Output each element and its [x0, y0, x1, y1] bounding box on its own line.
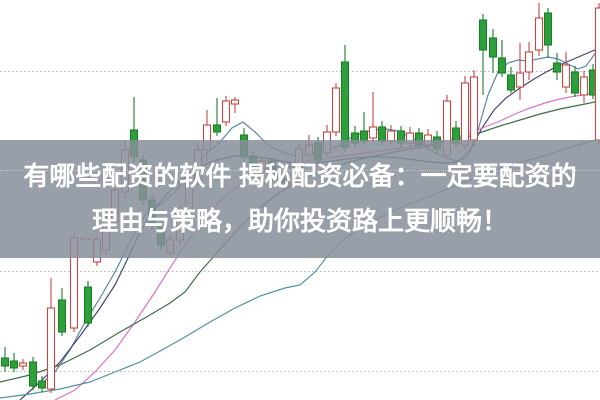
candle-body-down	[212, 124, 222, 133]
candle-body-down	[478, 19, 488, 51]
candle-body-up	[561, 64, 571, 88]
candle-body-down	[28, 361, 38, 387]
candle-body-down	[377, 126, 387, 142]
candle-body-up	[46, 307, 56, 390]
candle-body-up	[534, 17, 544, 51]
candle-body-down	[497, 57, 507, 74]
candle-body-up	[18, 362, 28, 367]
candle-body-up	[331, 87, 341, 133]
candle-body-down	[543, 12, 553, 46]
headline-line-1: 有哪些配资的软件 揭秘配资必备：一定要配资的	[23, 161, 577, 191]
candle-body-up	[221, 100, 231, 123]
headline-overlay: 有哪些配资的软件 揭秘配资必备：一定要配资的 理由与策略，助你投资路上更顺畅！	[0, 140, 600, 258]
candle-body-down	[0, 357, 10, 367]
candle-body-down	[552, 62, 562, 73]
candle-body-up	[469, 76, 479, 141]
candle-body-down	[488, 37, 498, 58]
headline-line-2: 理由与策略，助你投资路上更顺畅！	[91, 206, 508, 236]
candle-body-down	[340, 61, 350, 148]
candle-body-up	[579, 76, 589, 96]
candle-body-up	[230, 99, 240, 105]
candle-body-up	[368, 126, 378, 139]
candle-body-up	[515, 72, 525, 88]
candle-body-down	[570, 71, 580, 94]
candle-body-down	[37, 380, 47, 389]
candle-body-down	[57, 299, 67, 333]
candle-body-down	[506, 74, 516, 91]
candle-body-up	[460, 82, 470, 146]
candle-body-down	[83, 286, 93, 324]
candle-body-up	[594, 7, 600, 141]
candle-body-down	[9, 360, 19, 369]
candle-body-up	[524, 51, 534, 73]
gridline-echo	[0, 170, 600, 171]
